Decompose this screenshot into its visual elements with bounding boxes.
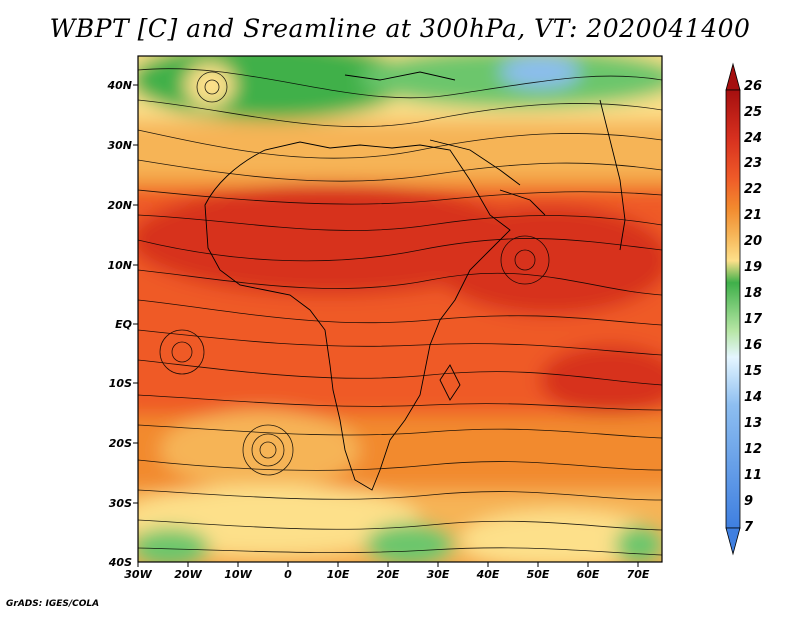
colorbar-label-21: 21 [744,208,763,223]
lon-label-70e: 70E [626,568,650,581]
lat-label-30n: 30N [107,139,132,152]
lat-label-eq: EQ [115,318,132,331]
colorbar-label-13: 13 [744,416,763,431]
colorbar-label-19: 19 [744,260,763,275]
streamlines [138,68,662,556]
colorbar-label-17: 17 [744,312,763,327]
lon-label-60e: 60E [576,568,600,581]
coastlines [204,71,626,491]
axis-ticks [133,84,639,567]
temperature-shading [138,56,662,562]
lon-label-20w: 20W [174,568,202,581]
lat-label-40s: 40S [108,556,132,569]
colorbar-label-7: 7 [744,520,754,535]
colorbar-label-11: 11 [744,468,763,483]
lat-label-20s: 20S [108,437,132,450]
colorbar-label-22: 22 [744,182,763,197]
lon-label-40e: 40E [476,568,500,581]
colorbar-label-14: 14 [744,390,763,405]
lat-label-10s: 10S [108,377,132,390]
map-frame [137,55,663,563]
colorbar-label-12: 12 [744,442,763,457]
lon-label-10e: 10E [326,568,350,581]
colorbar-label-15: 15 [744,364,763,379]
lat-label-30s: 30S [108,497,132,510]
colorbar-label-26: 26 [744,79,763,94]
lon-label-20e: 20E [376,568,400,581]
lat-label-20n: 20N [107,199,132,212]
colorbar-label-18: 18 [744,286,763,301]
lon-label-0: 0 [284,568,292,581]
colorbar [725,62,741,556]
colorbar-label-16: 16 [744,338,763,353]
colorbar-label-20: 20 [744,234,763,249]
lon-label-10w: 10W [224,568,252,581]
colorbar-label-25: 25 [744,105,763,120]
map-title: WBPT [C] and Sreamline at 300hPa, VT: 20… [49,14,751,43]
colorbar-label-9: 9 [744,494,754,509]
lon-label-50e: 50E [526,568,550,581]
lon-label-30w: 30W [124,568,152,581]
colorbar-label-23: 23 [744,156,763,171]
lat-label-40n: 40N [107,79,132,92]
colorbar-label-24: 24 [744,131,763,146]
lat-label-10n: 10N [107,259,132,272]
lon-label-30e: 30E [426,568,450,581]
credit-text: GrADS: IGES/COLA [6,599,100,609]
